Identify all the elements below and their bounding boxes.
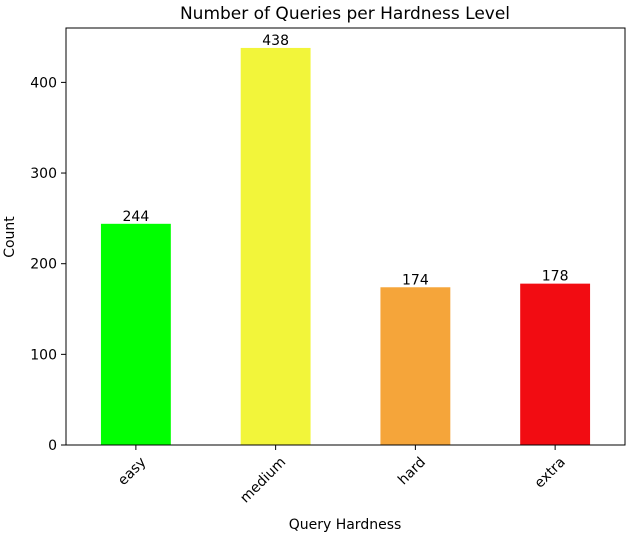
data-label-medium: 438 — [262, 33, 289, 49]
y-tick-label-100: 100 — [30, 347, 57, 363]
y-axis: 0 100 200 300 400 — [30, 75, 66, 454]
y-tick-label-0: 0 — [48, 438, 57, 454]
x-tick-label-medium: medium — [237, 454, 289, 506]
y-tick-label-300: 300 — [30, 166, 57, 182]
x-tick-label-extra: extra — [532, 454, 569, 491]
y-tick-label-400: 400 — [30, 75, 57, 91]
bar-hard — [380, 287, 451, 445]
plot-frame — [65, 27, 626, 446]
y-tick-label-200: 200 — [30, 257, 57, 273]
x-tick-label-easy: easy — [115, 454, 149, 488]
x-axis: easy medium hard extra — [115, 445, 569, 506]
data-label-hard: 174 — [402, 272, 429, 288]
y-axis-label: Count — [2, 216, 18, 258]
bars-layer: 244 438 174 178 — [100, 33, 591, 445]
x-tick-label-hard: hard — [395, 454, 429, 488]
chart-title: Number of Queries per Hardness Level — [180, 4, 510, 24]
bar-extra — [520, 283, 591, 445]
data-label-easy: 244 — [123, 209, 150, 225]
bar-medium — [240, 47, 311, 445]
x-axis-label: Query Hardness — [289, 517, 402, 533]
bar-easy — [100, 223, 171, 445]
data-label-extra: 178 — [542, 269, 569, 285]
